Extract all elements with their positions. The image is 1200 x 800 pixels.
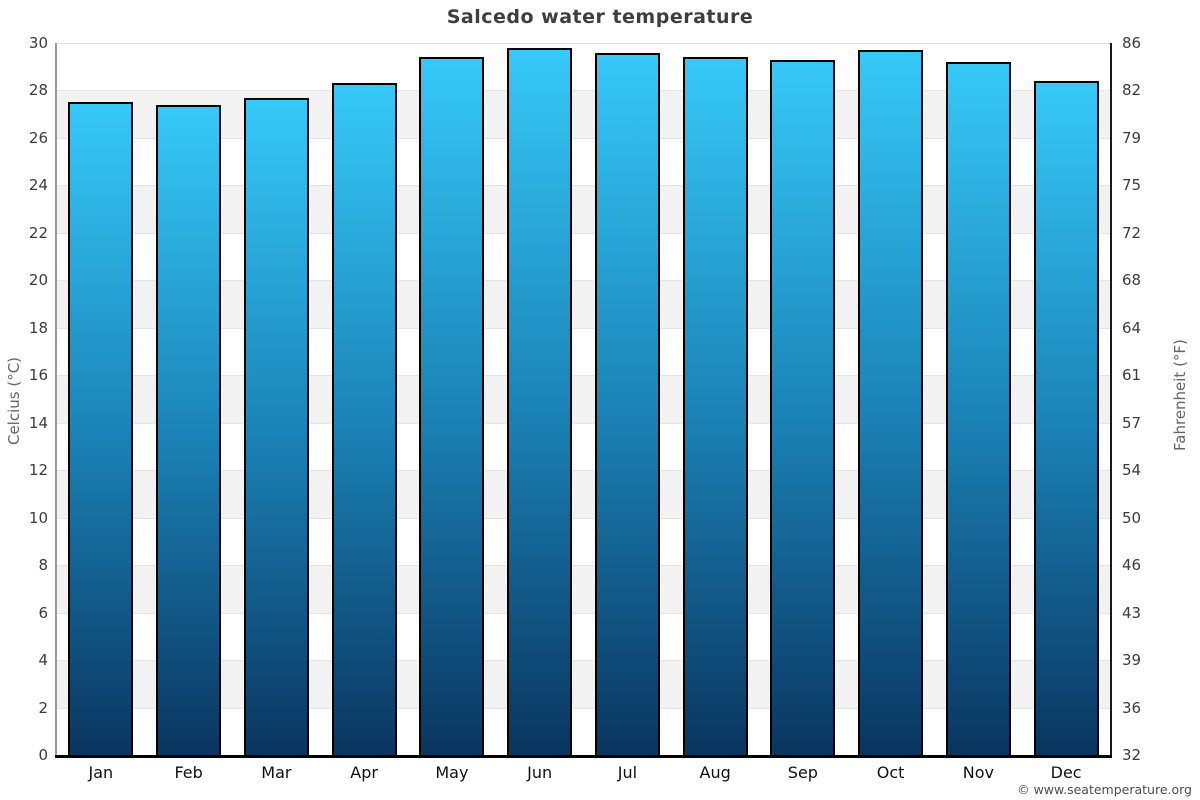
- grid-band: [57, 517, 1110, 567]
- x-axis-label-jan: Jan: [88, 763, 114, 782]
- grid-band: [57, 375, 1110, 424]
- bar-nov: [945, 62, 1011, 755]
- left-tick-label: 16: [28, 366, 48, 385]
- left-tick-label: 10: [28, 508, 48, 527]
- left-tick-label: 12: [28, 461, 48, 480]
- x-axis-label-jun: Jun: [527, 763, 553, 782]
- grid-band: [57, 660, 1110, 709]
- grid-band: [57, 90, 1110, 139]
- bar-sep: [770, 59, 836, 755]
- bar-jan: [68, 102, 134, 755]
- grid-band: [57, 327, 1110, 377]
- right-tick-label: 68: [1122, 271, 1142, 290]
- left-tick-label: 4: [38, 651, 48, 670]
- right-tick-label: 79: [1122, 128, 1142, 147]
- left-tick-label: 30: [28, 34, 48, 52]
- left-tick-label: 22: [28, 223, 48, 242]
- right-tick-label: 75: [1122, 176, 1142, 195]
- left-tick-label: 18: [28, 318, 48, 337]
- bar-apr: [331, 83, 397, 755]
- right-tick-label: 72: [1122, 223, 1142, 242]
- x-axis-label-aug: Aug: [699, 763, 731, 782]
- bar-may: [419, 57, 485, 755]
- right-tick-label: 32: [1122, 746, 1142, 764]
- x-axis-label-dec: Dec: [1050, 763, 1082, 782]
- x-axis-label-mar: Mar: [261, 763, 292, 782]
- right-tick-label: 50: [1122, 508, 1142, 527]
- x-axis-label-sep: Sep: [787, 763, 818, 782]
- bar-feb: [156, 104, 222, 755]
- left-tick-label: 8: [38, 556, 48, 575]
- right-axis-title: Fahrenheit (°F): [1171, 339, 1189, 451]
- right-tick-label: 43: [1122, 603, 1142, 622]
- left-axis-line: [55, 43, 57, 755]
- right-tick-label: 64: [1122, 318, 1142, 337]
- x-axis-label-oct: Oct: [876, 763, 905, 782]
- x-axis-label-nov: Nov: [962, 763, 994, 782]
- x-axis-label-feb: Feb: [174, 763, 203, 782]
- plot-area: [55, 43, 1112, 758]
- grid-band: [57, 565, 1110, 614]
- left-tick-label: 6: [38, 603, 48, 622]
- bar-jun: [507, 47, 573, 755]
- grid-band: [57, 232, 1110, 282]
- chart-title: Salcedo water temperature: [446, 6, 754, 28]
- grid-band: [57, 612, 1110, 662]
- grid-band: [57, 422, 1110, 472]
- left-tick-label: 14: [28, 413, 48, 432]
- right-tick-label: 61: [1122, 366, 1142, 385]
- right-tick-label: 57: [1122, 413, 1142, 432]
- right-tick-label: 46: [1122, 556, 1142, 575]
- left-tick-label: 20: [28, 271, 48, 290]
- bar-jul: [594, 52, 660, 755]
- right-tick-label: 39: [1122, 651, 1142, 670]
- bar-dec: [1033, 80, 1099, 755]
- x-axis-label-jul: Jul: [617, 763, 638, 782]
- left-tick-label: 26: [28, 128, 48, 147]
- left-tick-label: 2: [38, 698, 48, 717]
- bar-mar: [243, 97, 309, 755]
- left-axis-title: Celcius (°C): [5, 356, 23, 446]
- x-axis-label-may: May: [435, 763, 469, 782]
- copyright-text: © www.seatemperature.org: [1017, 782, 1192, 797]
- x-axis-line: [55, 755, 1112, 758]
- grid-band: [57, 137, 1110, 187]
- right-tick-label: 54: [1122, 461, 1142, 480]
- left-tick-label: 0: [38, 746, 48, 764]
- bar-oct: [858, 50, 924, 755]
- left-tick-label: 28: [28, 81, 48, 100]
- grid-band: [57, 707, 1110, 756]
- right-tick-label: 36: [1122, 698, 1142, 717]
- right-axis-line: [1110, 43, 1112, 755]
- x-axis-label-apr: Apr: [350, 763, 378, 782]
- right-tick-label: 82: [1122, 81, 1142, 100]
- bar-aug: [682, 57, 748, 755]
- right-tick-label: 86: [1122, 34, 1142, 52]
- grid-band: [57, 43, 1110, 92]
- grid-band: [57, 280, 1110, 329]
- left-tick-label: 24: [28, 176, 48, 195]
- grid-band: [57, 185, 1110, 234]
- grid-band: [57, 470, 1110, 519]
